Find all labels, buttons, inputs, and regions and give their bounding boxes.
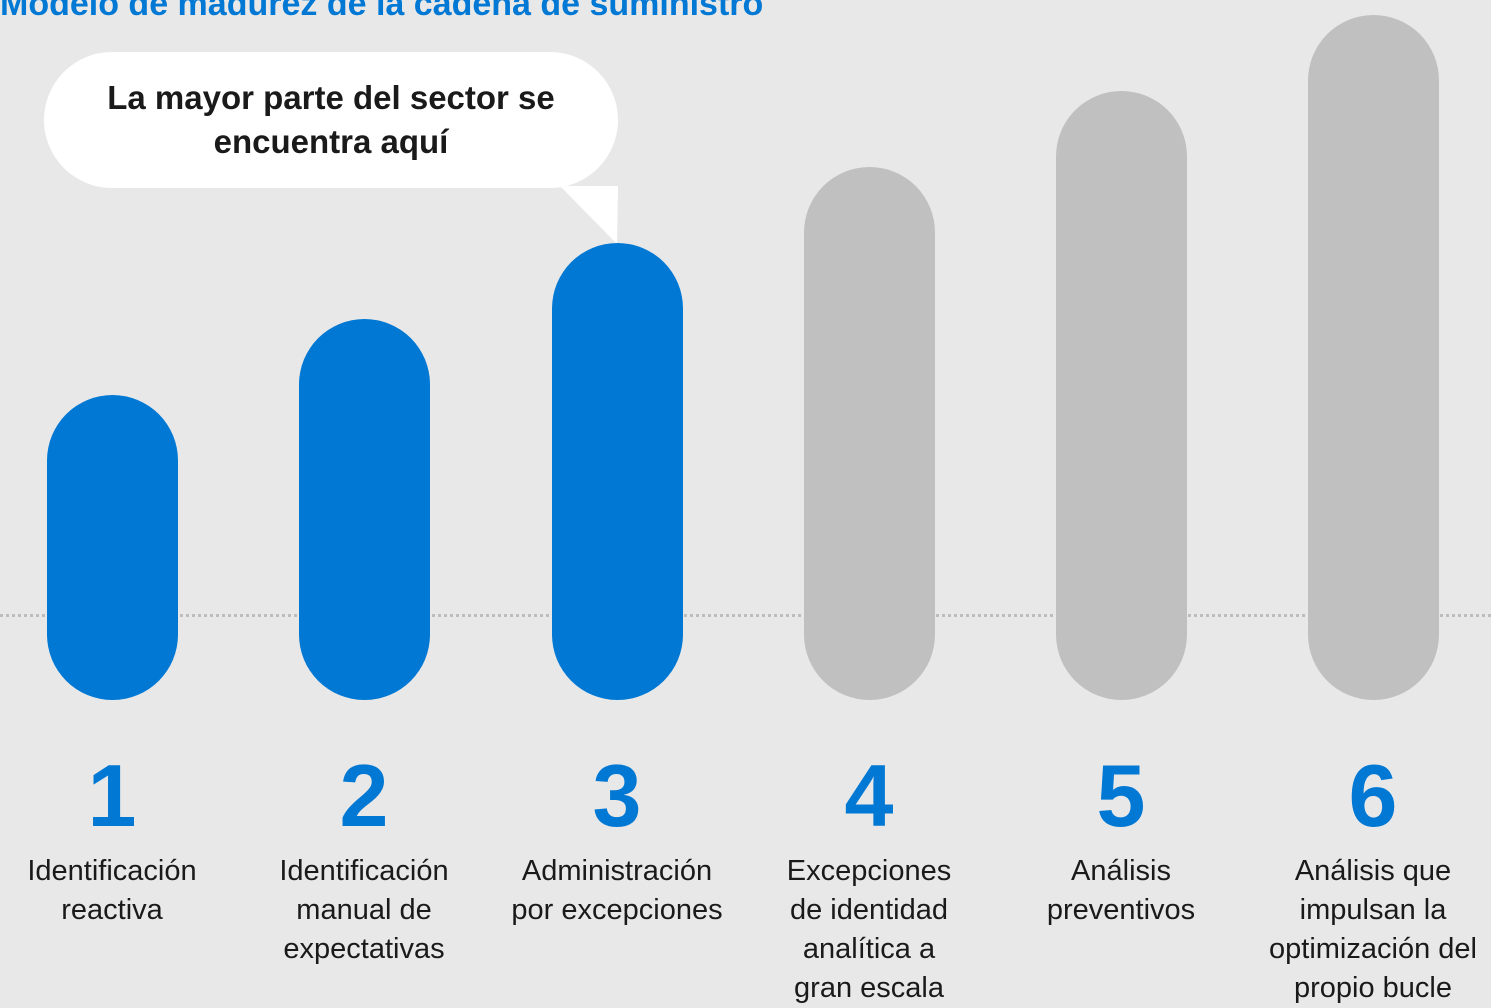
stage-number-2: 2 xyxy=(339,746,389,845)
stage-number-3: 3 xyxy=(592,746,642,845)
stage-number-4: 4 xyxy=(844,746,894,845)
stage-label-3: Administración por excepciones xyxy=(511,855,723,926)
stage-bar-5 xyxy=(1056,91,1187,700)
stage-label-2: Identificación manual de expectativas xyxy=(279,855,449,965)
stage-label-1: Identificación reactiva xyxy=(27,855,197,926)
baseline-divider xyxy=(0,614,1491,617)
stage-label-5: Análisis preventivos xyxy=(1046,855,1196,926)
page-title: Modelo de madurez de la cadena de sumini… xyxy=(0,0,764,23)
stage-label-4: Excepciones de identidad analítica a gra… xyxy=(786,855,952,1004)
stage-bar-4 xyxy=(804,167,935,700)
stage-bar-6 xyxy=(1308,15,1439,700)
stage-bar-3 xyxy=(552,243,683,700)
stage-label-6: Análisis que impulsan la optimización de… xyxy=(1269,855,1477,1004)
stage-bar-2 xyxy=(299,319,430,700)
callout-text: La mayor parte del sector se encuentra a… xyxy=(107,79,555,160)
stage-number-1: 1 xyxy=(87,746,137,845)
stage-number-5: 5 xyxy=(1096,746,1146,845)
stage-bar-1 xyxy=(47,395,178,700)
stage-number-6: 6 xyxy=(1348,746,1398,845)
callout-bubble: La mayor parte del sector se encuentra a… xyxy=(44,52,618,188)
